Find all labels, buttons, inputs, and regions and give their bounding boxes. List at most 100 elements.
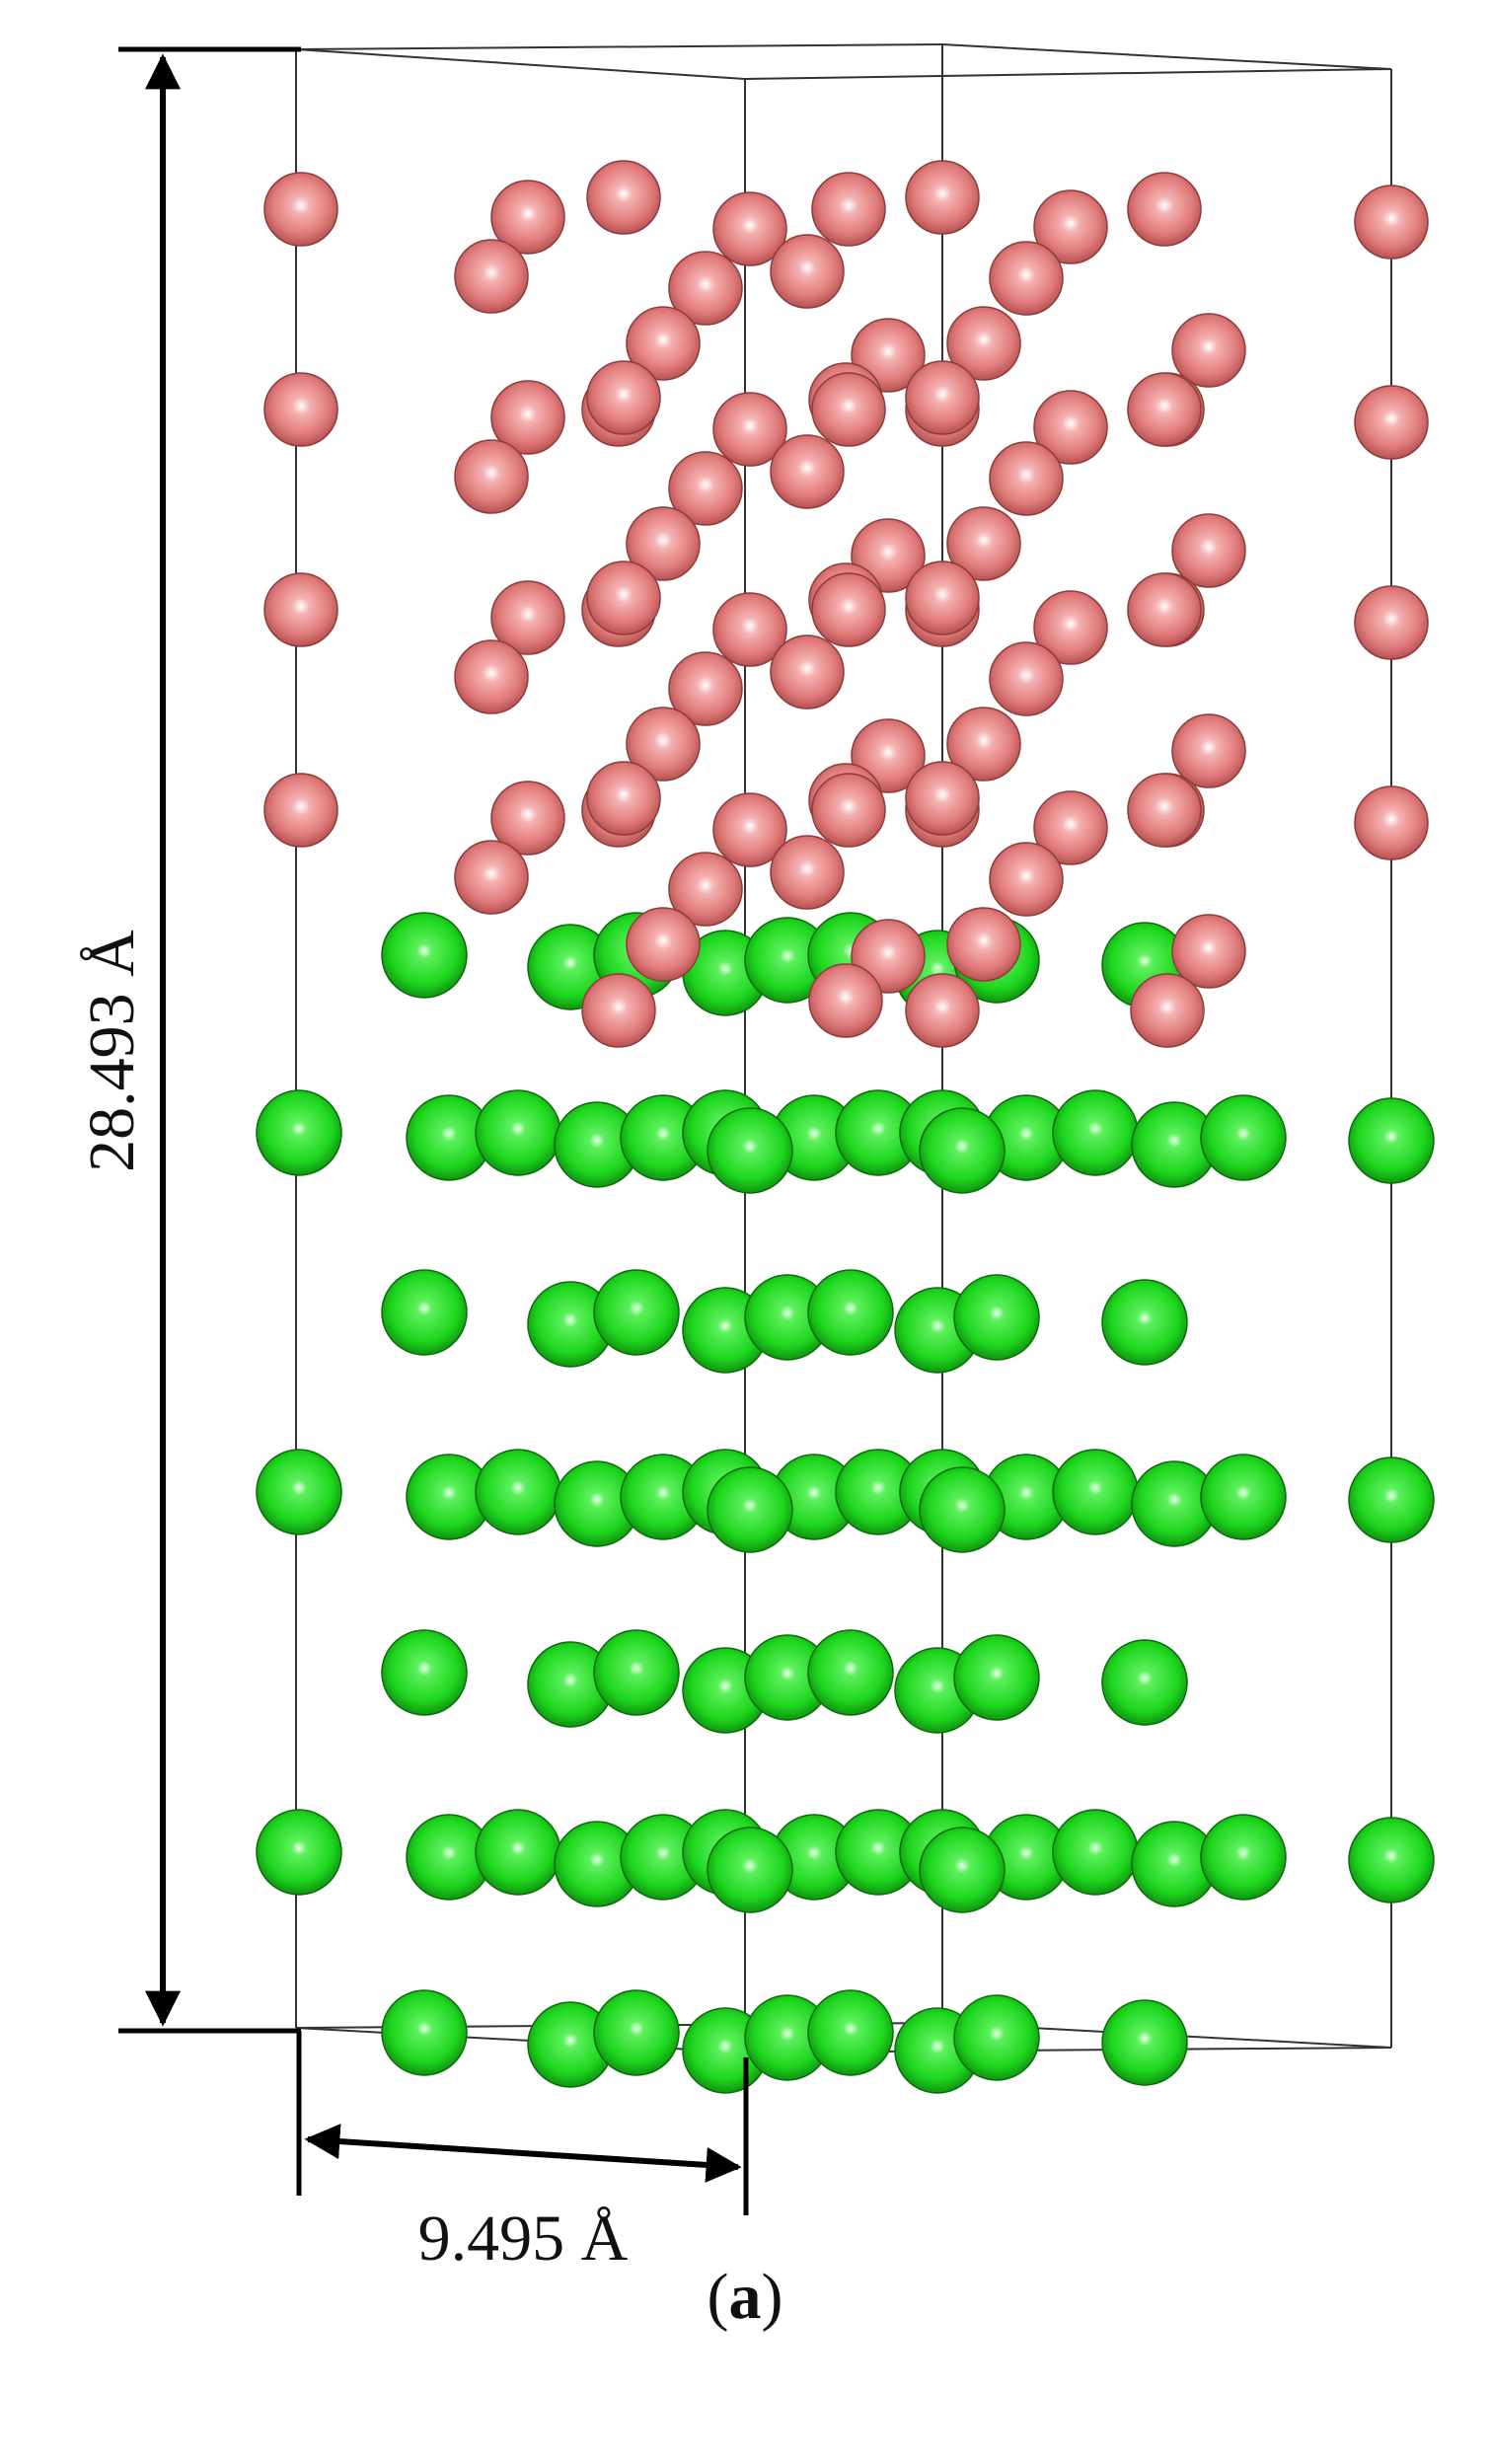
lower-layer-atom: [1052, 1449, 1139, 1535]
upper-layer-atom: [1354, 585, 1429, 660]
lower-layer-atom: [593, 1989, 680, 2076]
width-arrow: [304, 2124, 742, 2183]
upper-layer-atom: [946, 306, 1021, 381]
lower-layer-atom: [807, 1269, 894, 1356]
lower-layer-atom: [707, 1466, 793, 1553]
upper-layer-atom: [263, 572, 338, 647]
upper-layer-atom: [770, 234, 845, 309]
lower-layer-atom: [807, 1989, 894, 2076]
lower-layer-atom: [256, 1449, 342, 1535]
height-label: 28.493 Å: [76, 930, 148, 1172]
upper-layer-atom: [668, 251, 743, 326]
upper-layer-atom: [1354, 185, 1429, 260]
upper-layer-atom: [586, 160, 661, 235]
upper-layer-atom: [490, 781, 565, 856]
lower-layer-atom: [1200, 1454, 1287, 1540]
lower-layer-atom: [593, 1269, 680, 1356]
lower-layer-atom: [475, 1089, 561, 1176]
upper-layer-atom: [1354, 385, 1429, 460]
upper-layer-atom: [1130, 973, 1205, 1048]
lower-layer-atom: [1052, 1089, 1139, 1176]
upper-layer-atom: [905, 160, 980, 235]
lower-layer-atom: [256, 1809, 342, 1896]
upper-layer-atom: [263, 372, 338, 447]
upper-layer-atom: [1033, 189, 1108, 264]
width-label: 9.495 Å: [418, 2203, 629, 2275]
upper-layer-atom: [668, 451, 743, 526]
lower-layer-atom: [381, 1629, 468, 1716]
lower-layer-atom: [1200, 1814, 1287, 1901]
upper-layer-atom: [712, 191, 787, 266]
upper-layer-atom: [989, 441, 1064, 516]
lower-layer-atom: [1101, 1999, 1188, 2086]
lower-layer-atom: [593, 1629, 680, 1716]
upper-layer-atom: [905, 761, 980, 836]
upper-layer-atom: [811, 372, 886, 447]
upper-layer-atom: [1033, 590, 1108, 665]
upper-layer-atom: [905, 560, 980, 635]
lower-layer-atom: [1348, 1456, 1435, 1543]
lower-layer-atom: [919, 1466, 1006, 1553]
upper-layer-atom: [586, 560, 661, 635]
lower-layer-atom: [1101, 1639, 1188, 1726]
upper-layer-atom: [1127, 773, 1202, 848]
upper-layer-atom: [808, 963, 883, 1038]
upper-layer-atom: [1127, 572, 1202, 647]
upper-layer-atom: [454, 439, 529, 514]
lower-layer-atom: [919, 1107, 1006, 1194]
panel-letter: a: [728, 2261, 762, 2333]
upper-layer-atom: [490, 180, 565, 255]
upper-layer-atom: [626, 707, 701, 782]
upper-layer-atom: [946, 506, 1021, 581]
upper-layer-atom: [811, 572, 886, 647]
panel-label: (a): [707, 2261, 783, 2333]
upper-layer-atom: [712, 792, 787, 867]
upper-layer-atom: [1171, 313, 1246, 388]
lower-layer-atom: [475, 1809, 561, 1896]
upper-layer-atom: [626, 907, 701, 982]
lower-layer-atoms: [256, 912, 1435, 2094]
upper-layer-atom: [946, 707, 1021, 782]
lower-layer-atom: [1348, 1097, 1435, 1184]
upper-layer-atom: [626, 306, 701, 381]
upper-layer-atom: [811, 172, 886, 247]
lower-layer-atom: [475, 1449, 561, 1535]
upper-layer-atom: [454, 239, 529, 314]
upper-layer-atom: [905, 973, 980, 1048]
lower-layer-atom: [381, 912, 468, 999]
upper-layer-atom: [1171, 713, 1246, 788]
upper-layer-atom: [454, 840, 529, 915]
upper-layer-atom: [586, 360, 661, 435]
lower-layer-atom: [1101, 1279, 1188, 1366]
upper-layer-atom: [668, 852, 743, 927]
upper-layer-atom: [712, 592, 787, 667]
upper-layer-atom: [1354, 785, 1429, 860]
lower-layer-atom: [953, 1994, 1040, 2081]
upper-layer-atom: [946, 907, 1021, 982]
lower-layer-atom: [381, 1269, 468, 1356]
upper-layer-atom: [1171, 513, 1246, 588]
lower-layer-atom: [1348, 1817, 1435, 1904]
upper-layer-atom: [811, 773, 886, 848]
lower-layer-atom: [381, 1989, 468, 2076]
upper-layer-atoms: [263, 160, 1429, 1048]
upper-layer-atom: [989, 241, 1064, 316]
upper-layer-atom: [1033, 390, 1108, 465]
upper-layer-atom: [905, 360, 980, 435]
upper-layer-atom: [490, 580, 565, 655]
upper-layer-atom: [712, 392, 787, 467]
lower-layer-atom: [256, 1089, 342, 1176]
upper-layer-atom: [586, 761, 661, 836]
upper-layer-atom: [770, 635, 845, 709]
lower-layer-atom: [953, 1274, 1040, 1361]
lower-layer-atom: [807, 1629, 894, 1716]
upper-layer-atom: [581, 973, 656, 1048]
upper-layer-atom: [989, 842, 1064, 917]
lower-layer-atom: [707, 1107, 793, 1194]
lower-layer-atom: [1200, 1094, 1287, 1181]
upper-layer-atom: [454, 639, 529, 714]
lower-layer-atom: [1052, 1809, 1139, 1896]
upper-layer-atom: [263, 773, 338, 848]
upper-layer-atom: [1127, 172, 1202, 247]
